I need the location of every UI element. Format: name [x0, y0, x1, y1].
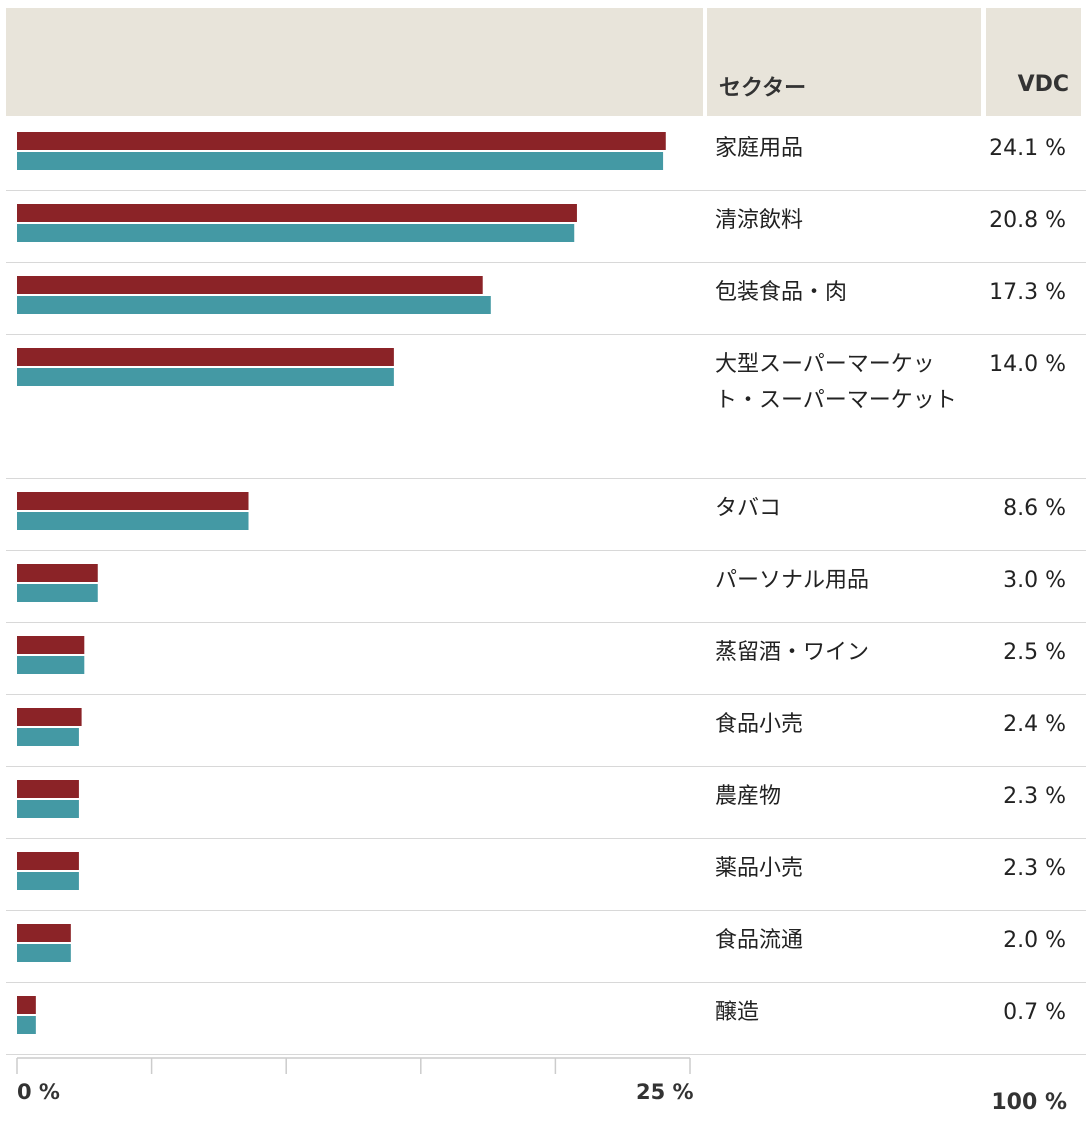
sector-label: タバコ [715, 496, 782, 521]
sector-column-header: セクター [719, 76, 807, 101]
sector-label: 清涼飲料 [715, 208, 804, 233]
sector-label: 食品流通 [715, 928, 804, 953]
sector-label: 家庭用品 [715, 136, 804, 161]
sector-label: 農産物 [715, 784, 782, 809]
table-row: 醸造 0.7 % [6, 983, 1086, 1055]
sector-label: 大型スーパーマーケット・スーパーマーケット [715, 352, 957, 413]
vdc-value: 8.6 % [1003, 496, 1066, 521]
sector-label: 蒸留酒・ワイン [715, 640, 870, 665]
vdc-value: 2.5 % [1003, 640, 1066, 665]
table-row: 家庭用品 24.1 % [6, 119, 1086, 191]
vdc-value: 2.3 % [1003, 856, 1066, 881]
table-row: 蒸留酒・ワイン 2.5 % [6, 623, 1086, 695]
table-row: 食品小売 2.4 % [6, 695, 1086, 767]
x-axis-max-label: 25 % [636, 1080, 694, 1104]
vdc-value: 3.0 % [1003, 568, 1066, 593]
vdc-value: 20.8 % [989, 208, 1066, 233]
vdc-value: 14.0 % [989, 352, 1066, 377]
sector-label: 食品小売 [715, 712, 804, 737]
header-vdc-cell: VDC [986, 8, 1081, 116]
x-axis-min-label: 0 % [17, 1080, 60, 1104]
vdc-value: 2.0 % [1003, 928, 1066, 953]
x-axis [16, 1057, 691, 1074]
table-row: 大型スーパーマーケット・スーパーマーケット 14.0 % [6, 335, 1086, 479]
vdc-value: 17.3 % [989, 280, 1066, 305]
table-row: 薬品小売 2.3 % [6, 839, 1086, 911]
table-row: 包装食品・肉 17.3 % [6, 263, 1086, 335]
table-row: パーソナル用品 3.0 % [6, 551, 1086, 623]
table-row: 食品流通 2.0 % [6, 911, 1086, 983]
header-chart-cell [6, 8, 703, 116]
table-row: 清涼飲料 20.8 % [6, 191, 1086, 263]
vdc-total: 100 % [991, 1090, 1067, 1115]
table-row: タバコ 8.6 % [6, 479, 1086, 551]
sector-label: 醸造 [715, 1000, 760, 1025]
vdc-value: 24.1 % [989, 136, 1066, 161]
vdc-value: 2.3 % [1003, 784, 1066, 809]
vdc-column-header: VDC [1017, 72, 1069, 97]
header-sector-cell: セクター [707, 8, 981, 116]
sector-label: 包装食品・肉 [715, 280, 848, 305]
vdc-value: 0.7 % [1003, 1000, 1066, 1025]
sector-label: パーソナル用品 [715, 568, 870, 593]
sector-label: 薬品小売 [715, 856, 804, 881]
table-row: 農産物 2.3 % [6, 767, 1086, 839]
vdc-value: 2.4 % [1003, 712, 1066, 737]
